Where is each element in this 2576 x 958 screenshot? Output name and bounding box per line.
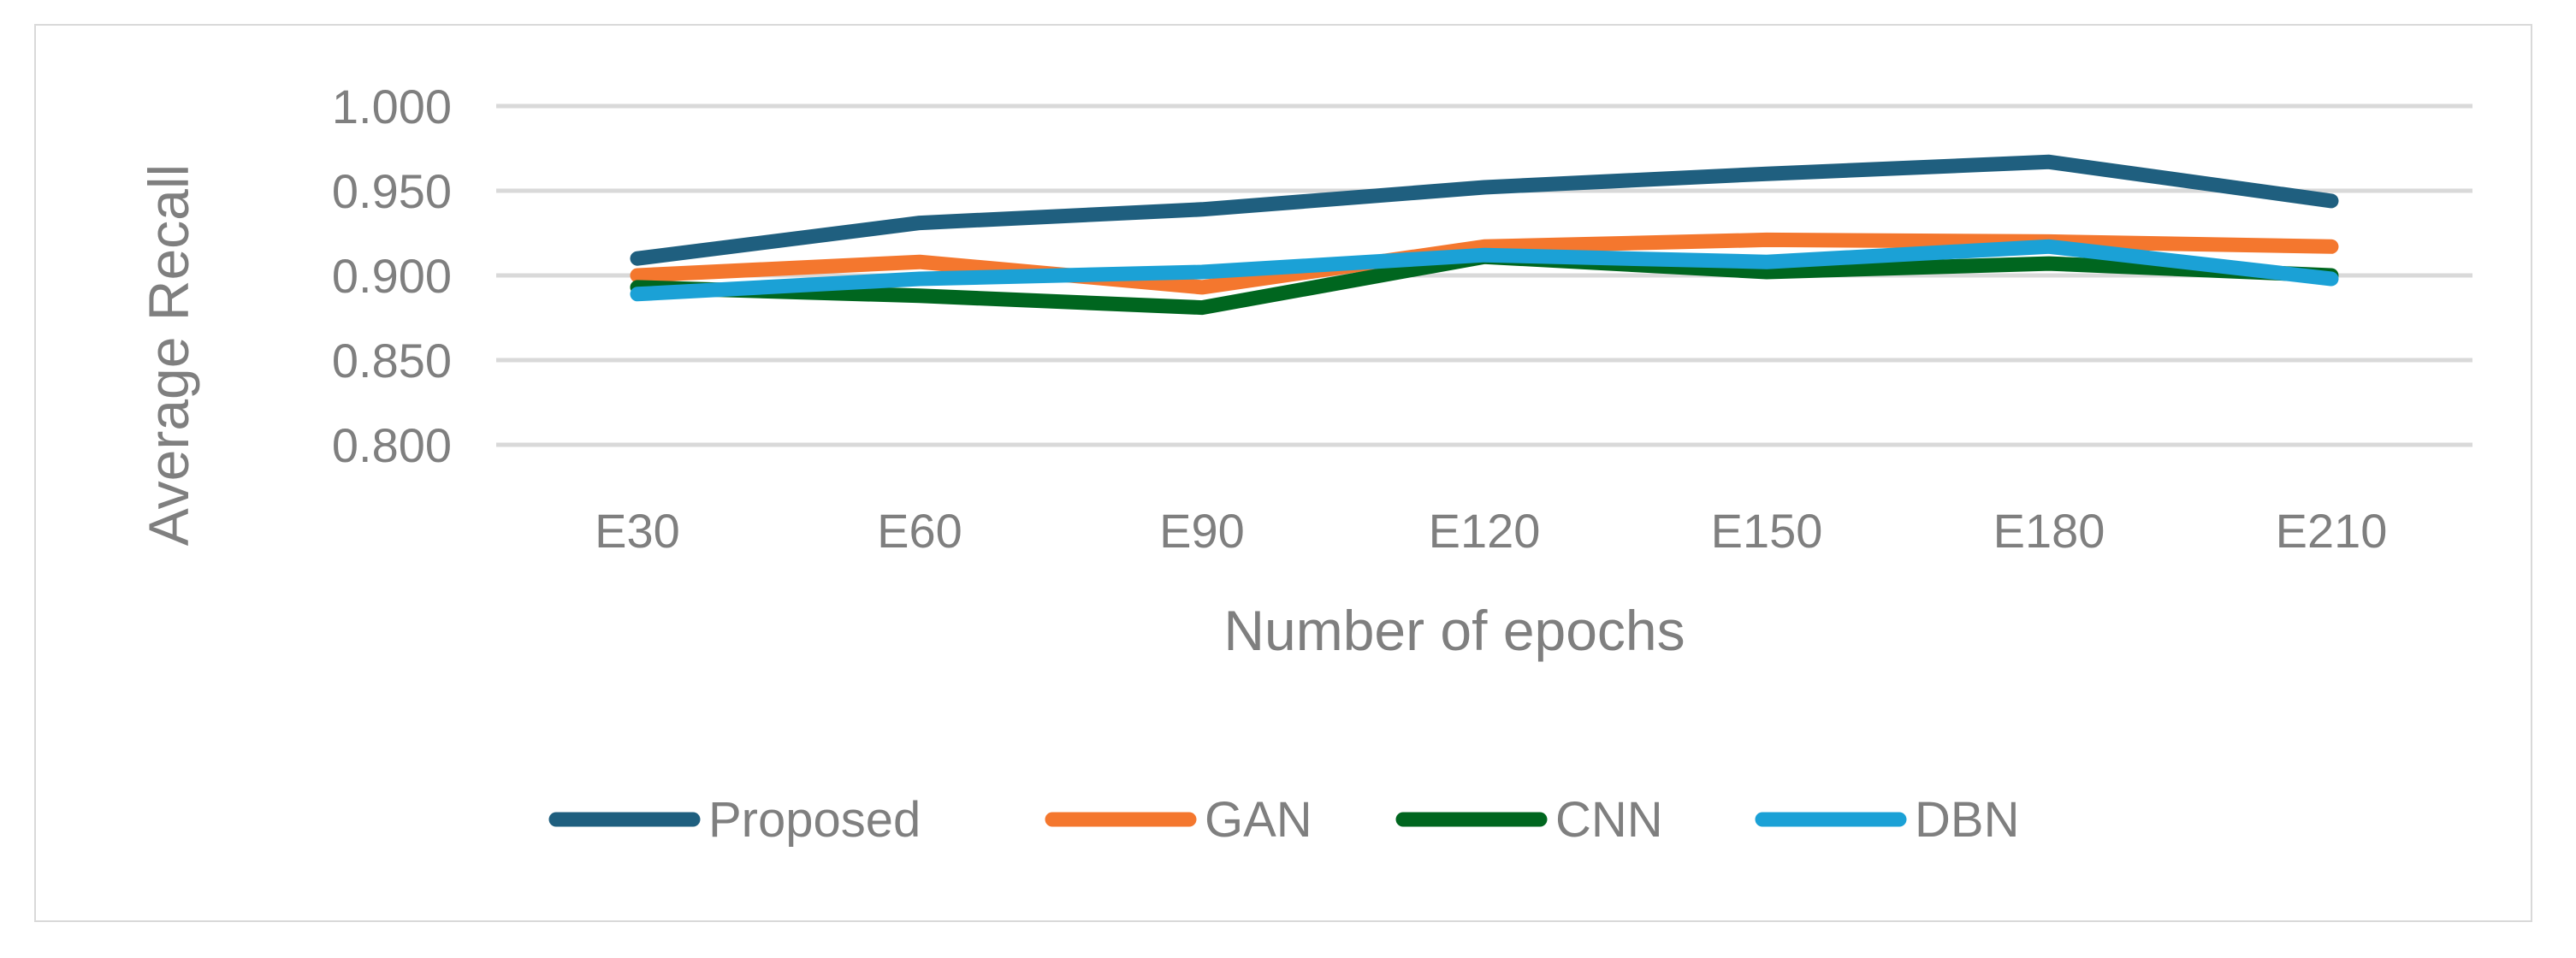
series-lines bbox=[630, 154, 2339, 316]
legend-label-proposed: Proposed bbox=[708, 792, 921, 848]
x-axis-title: Number of epochs bbox=[1223, 599, 1685, 662]
y-tick-label: 0.800 bbox=[332, 418, 452, 472]
y-tick-label: 0.850 bbox=[332, 334, 452, 387]
y-tick-label: 1.000 bbox=[332, 80, 452, 133]
legend-label-gan: GAN bbox=[1205, 792, 1312, 848]
x-tick-label: E150 bbox=[1711, 504, 1823, 558]
legend-label-dbn: DBN bbox=[1915, 792, 2019, 848]
y-axis-ticks: 0.800 0.850 0.900 0.950 1.000 bbox=[332, 80, 452, 472]
x-tick-label: E90 bbox=[1159, 504, 1245, 558]
y-tick-label: 0.900 bbox=[332, 249, 452, 303]
gridlines bbox=[496, 103, 2472, 447]
x-tick-label: E210 bbox=[2276, 504, 2388, 558]
legend: Proposed GAN CNN DBN bbox=[548, 792, 2019, 848]
x-tick-label: E180 bbox=[1993, 504, 2105, 558]
x-tick-label: E30 bbox=[595, 504, 680, 558]
x-axis-ticks: E30 E60 E90 E120 E150 E180 E210 bbox=[595, 504, 2387, 558]
x-tick-label: E120 bbox=[1429, 504, 1541, 558]
y-axis-title: Average Recall bbox=[137, 164, 200, 546]
series-line-proposed bbox=[630, 154, 2339, 266]
x-tick-label: E60 bbox=[877, 504, 962, 558]
legend-label-cnn: CNN bbox=[1555, 792, 1663, 848]
y-tick-label: 0.950 bbox=[332, 164, 452, 218]
series-line-dbn bbox=[630, 239, 2339, 302]
